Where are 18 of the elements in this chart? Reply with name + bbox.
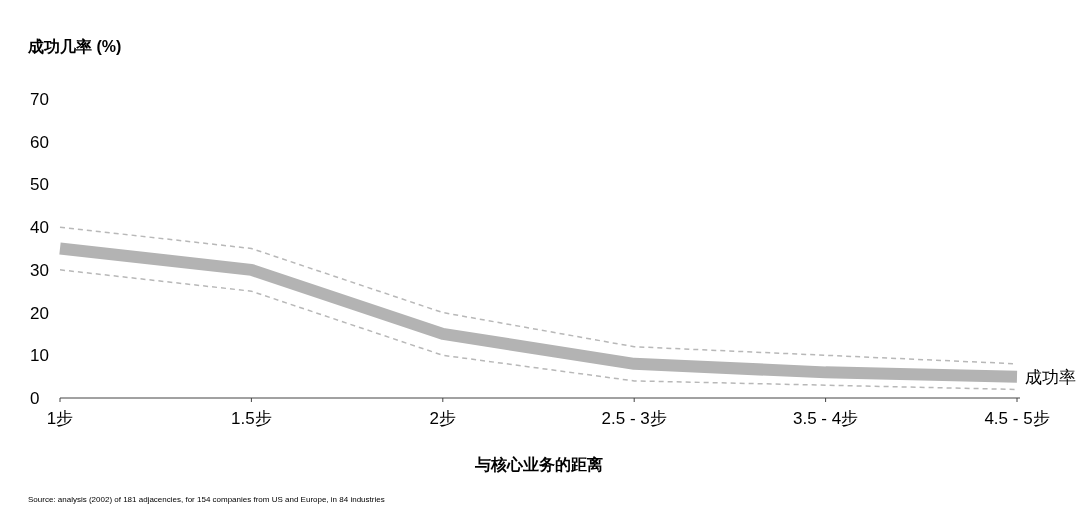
ytick: 50 bbox=[30, 175, 49, 195]
ytick: 10 bbox=[30, 346, 49, 366]
annotation: Source: analysis (2002) of 181 adjacencies, for 154 companies from US and Europe, in 84 industries bbox=[28, 495, 385, 504]
xtick: 1步 bbox=[46, 409, 74, 428]
series-label: 成功率 bbox=[1025, 367, 1076, 387]
xtick: 3.5 - 4步 bbox=[793, 409, 859, 428]
ytick: 30 bbox=[30, 260, 49, 280]
ytick: 0 bbox=[30, 389, 40, 408]
xtick: 2步 bbox=[429, 409, 457, 428]
xtick: 4.5 - 5步 bbox=[984, 409, 1050, 428]
ytick: 70 bbox=[30, 90, 49, 109]
xtick: 2.5 - 3步 bbox=[601, 409, 667, 428]
xtick: 1.5步 bbox=[231, 409, 272, 428]
ytick: 40 bbox=[30, 218, 49, 238]
ylabel: 成功几率 (%) bbox=[28, 38, 122, 55]
xlabel: 与核心业务的距离 bbox=[474, 456, 603, 473]
ytick: 60 bbox=[30, 132, 49, 152]
ytick: 20 bbox=[30, 303, 49, 323]
